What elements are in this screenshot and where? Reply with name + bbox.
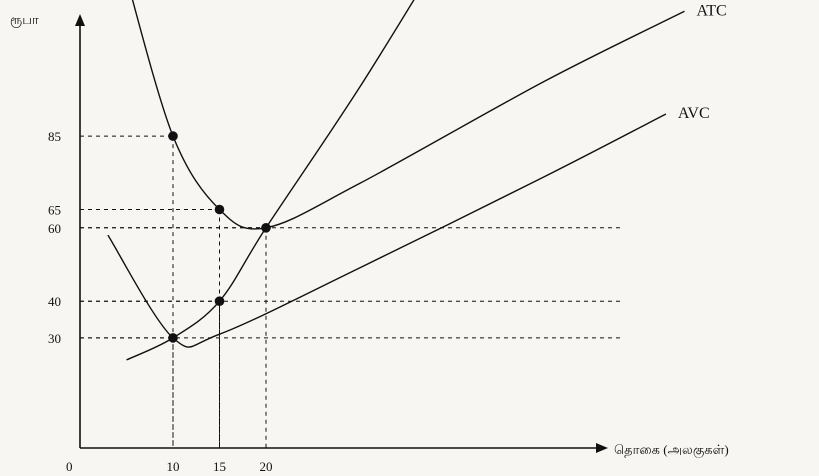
y-tick-label: 85 bbox=[48, 129, 61, 144]
x-tick-label: 10 bbox=[167, 459, 180, 474]
curves bbox=[107, 0, 685, 361]
y-tick-label: 65 bbox=[48, 203, 61, 218]
y-axis-title: ரூபா bbox=[10, 12, 39, 28]
marked-point-mc bbox=[168, 333, 178, 343]
y-tick-label: 40 bbox=[48, 294, 61, 309]
origin-label: 0 bbox=[66, 459, 73, 474]
curve-mc bbox=[126, 0, 415, 361]
curve-atc bbox=[131, 0, 685, 230]
marked-point-atc bbox=[261, 223, 271, 233]
axes bbox=[75, 14, 608, 453]
marked-point-mc bbox=[214, 296, 225, 307]
x-tick-label: 20 bbox=[260, 459, 273, 474]
x-axis-title: தொகை (அலகுகள்) bbox=[614, 442, 729, 458]
marked-points bbox=[168, 131, 271, 343]
marked-point-atc bbox=[168, 131, 178, 141]
tick-labels: 30 40 60 65 85 10 15 20 bbox=[48, 129, 273, 474]
curve-avc bbox=[107, 113, 667, 348]
curve-labels: MCATCAVC bbox=[678, 2, 727, 122]
x-axis-arrow-icon bbox=[596, 443, 608, 453]
y-tick-label: 60 bbox=[48, 221, 61, 236]
y-axis-arrow-icon bbox=[75, 14, 85, 26]
y-tick-label: 30 bbox=[48, 331, 61, 346]
curve-label-atc: ATC bbox=[697, 2, 727, 19]
guide-lines bbox=[80, 135, 622, 448]
marked-point-atc bbox=[214, 204, 225, 215]
curve-label-avc: AVC bbox=[678, 105, 710, 122]
x-tick-label: 15 bbox=[213, 459, 226, 474]
